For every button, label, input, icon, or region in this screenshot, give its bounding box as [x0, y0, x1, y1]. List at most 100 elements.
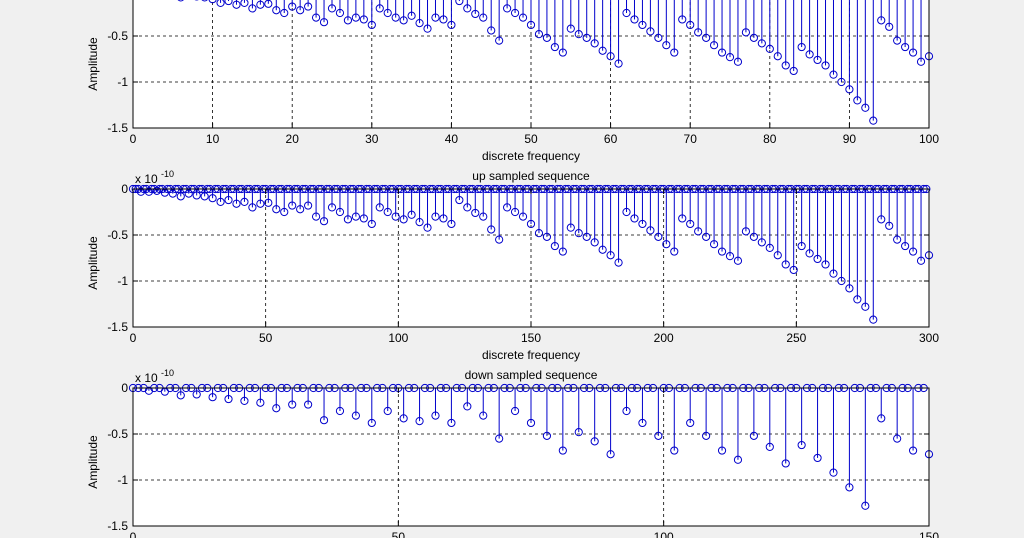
stem-marker — [741, 227, 751, 236]
stem-marker — [431, 411, 440, 420]
stem-marker — [272, 6, 281, 15]
stem-marker — [288, 201, 297, 210]
stem-marker — [479, 411, 488, 420]
stem-marker — [176, 391, 185, 400]
stem-marker — [813, 254, 822, 264]
stem-marker — [853, 295, 862, 304]
stem-marker — [526, 418, 536, 428]
x-tick-label: 250 — [786, 331, 806, 345]
stem-marker — [399, 16, 408, 25]
y-tick-label: -1.5 — [107, 320, 128, 334]
stem-marker — [765, 44, 774, 53]
stem-marker — [574, 428, 583, 437]
stem-marker — [606, 52, 615, 61]
stem-marker — [566, 24, 575, 33]
stem-marker — [916, 256, 926, 265]
stem-marker — [383, 406, 392, 416]
stem-marker — [757, 238, 766, 247]
stem-marker — [542, 33, 552, 42]
stem-marker — [224, 394, 233, 404]
stem-marker — [503, 203, 512, 212]
stem-marker — [686, 418, 695, 428]
stem-marker — [829, 468, 838, 477]
stem-marker — [471, 208, 480, 218]
stem-marker — [916, 57, 926, 66]
stem-marker — [264, 0, 273, 8]
stem-marker — [177, 0, 184, 2]
stem-marker — [487, 26, 496, 35]
stem-marker — [622, 207, 631, 217]
stem-marker — [256, 398, 265, 407]
stem-marker — [877, 16, 886, 25]
stem-marker — [558, 247, 567, 256]
stem-marker — [391, 212, 400, 221]
stem-marker — [797, 440, 806, 450]
stem-marker — [526, 219, 536, 229]
stem-marker — [670, 247, 679, 256]
stem-marker — [248, 4, 257, 13]
x-tick-label: 20 — [286, 132, 300, 146]
stem-marker — [391, 13, 400, 22]
stem-marker — [319, 416, 329, 425]
x-tick-label: 30 — [365, 132, 379, 146]
stem-marker — [646, 226, 655, 235]
stem-marker — [869, 315, 878, 324]
stem-marker — [622, 8, 631, 18]
stem-marker — [407, 210, 416, 219]
stem-marker — [574, 30, 583, 39]
stem-marker — [463, 402, 472, 411]
stem-marker — [686, 219, 695, 229]
stem-marker — [495, 434, 504, 443]
stem-marker — [805, 50, 814, 59]
x-tick-label: 50 — [392, 530, 406, 538]
stem-marker — [383, 8, 392, 18]
stem-marker — [893, 235, 902, 244]
stem-marker — [518, 13, 528, 22]
x-axis-label: discrete frequency — [482, 149, 580, 163]
exponent-power: -10 — [161, 169, 174, 179]
stem-marker — [908, 48, 918, 57]
stem-marker — [614, 59, 623, 68]
stem-marker — [534, 30, 544, 39]
stem-marker — [136, 187, 146, 196]
stem-marker — [304, 201, 313, 210]
stem-marker — [479, 212, 488, 221]
stem-marker — [638, 418, 647, 428]
stem-marker — [415, 417, 424, 426]
stem-marker — [455, 195, 464, 205]
stem-marker — [558, 48, 567, 57]
stem-marker — [319, 18, 329, 27]
stem-marker — [614, 258, 623, 267]
stem-marker — [296, 205, 305, 214]
stem-marker — [176, 192, 185, 201]
stem-marker — [518, 212, 528, 221]
x-tick-label: 0 — [130, 132, 137, 146]
stem-marker — [208, 0, 217, 4]
stem-marker — [351, 212, 360, 221]
x-tick-label: 100 — [388, 331, 408, 345]
stem-marker — [686, 20, 695, 30]
stem-marker — [526, 20, 536, 30]
x-tick-label: 70 — [684, 132, 698, 146]
x-tick-label: 10 — [206, 132, 220, 146]
stem-marker — [304, 400, 313, 409]
stem-marker — [821, 61, 830, 70]
stem-marker — [439, 214, 448, 223]
stem-marker — [861, 302, 870, 311]
stem-marker — [415, 19, 424, 28]
y-tick-label: 0 — [121, 182, 128, 196]
stem-marker — [542, 232, 552, 241]
stem-marker — [638, 219, 647, 229]
stem-marker — [224, 0, 233, 6]
stem-marker — [447, 20, 456, 30]
x-tick-label: 100 — [919, 132, 939, 146]
stem-marker — [606, 251, 615, 260]
stem-marker — [144, 386, 154, 395]
stem-marker — [749, 431, 758, 440]
stem-marker — [861, 103, 870, 112]
stem-marker — [550, 42, 559, 52]
stem-marker — [550, 241, 559, 251]
stem-marker — [216, 197, 225, 206]
stem-marker — [367, 219, 376, 229]
x-tick-label: 150 — [521, 331, 541, 345]
